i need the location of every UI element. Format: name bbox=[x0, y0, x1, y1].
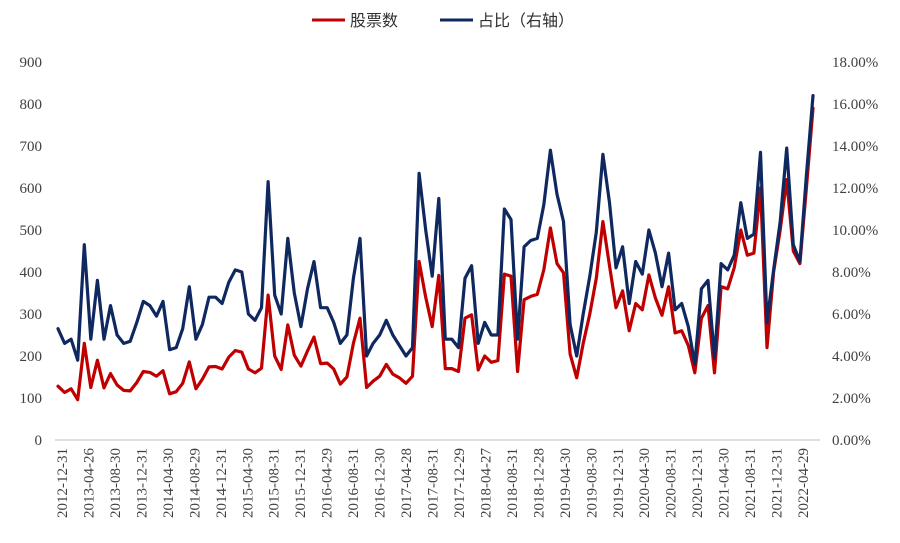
y-left-tick-label: 900 bbox=[20, 55, 43, 71]
series-line-stocks bbox=[56, 106, 815, 402]
x-tick-label: 2014-08-29 bbox=[187, 448, 203, 518]
x-tick-label: 2021-12-31 bbox=[770, 448, 786, 518]
legend-label-stocks: 股票数 bbox=[350, 11, 398, 30]
y-axis-left: 0 100 200 300 400 500 600 700 800 900 bbox=[20, 55, 43, 449]
y-right-tick-label: 2.00% bbox=[832, 391, 871, 407]
x-tick-label: 2014-04-30 bbox=[161, 448, 177, 518]
x-tick-label: 2015-12-31 bbox=[293, 448, 309, 518]
y-left-tick-label: 400 bbox=[20, 265, 43, 281]
x-tick-label: 2013-08-30 bbox=[108, 448, 124, 518]
x-tick-label: 2022-04-29 bbox=[796, 448, 812, 518]
y-right-tick-label: 4.00% bbox=[832, 349, 871, 365]
y-left-tick-label: 700 bbox=[20, 139, 43, 155]
x-tick-label: 2015-04-30 bbox=[240, 448, 256, 518]
legend: 股票数 占比（右轴） bbox=[312, 11, 574, 30]
x-tick-label: 2012-12-31 bbox=[55, 448, 71, 518]
x-tick-label: 2018-04-27 bbox=[478, 448, 494, 518]
y-right-tick-label: 8.00% bbox=[832, 265, 871, 281]
y-left-tick-label: 100 bbox=[20, 391, 43, 407]
x-tick-label: 2015-08-31 bbox=[267, 448, 283, 518]
x-tick-label: 2018-08-31 bbox=[505, 448, 521, 518]
x-tick-label: 2017-08-31 bbox=[426, 448, 442, 518]
x-tick-label: 2016-08-31 bbox=[346, 448, 362, 518]
y-right-tick-label: 10.00% bbox=[832, 223, 878, 239]
x-tick-label: 2020-08-31 bbox=[664, 448, 680, 518]
y-left-tick-label: 200 bbox=[20, 349, 43, 365]
x-tick-label: 2019-04-30 bbox=[558, 448, 574, 518]
x-tick-label: 2017-04-28 bbox=[399, 448, 415, 518]
legend-label-ratio: 占比（右轴） bbox=[478, 11, 574, 30]
y-axis-right: 0.00% 2.00% 4.00% 6.00% 8.00% 10.00% 12.00% 14.… bbox=[832, 55, 878, 449]
series-layer bbox=[56, 93, 815, 402]
x-tick-label: 2021-04-30 bbox=[717, 448, 733, 518]
x-tick-label: 2016-04-29 bbox=[320, 448, 336, 518]
x-axis: 2012-12-31 2013-04-26 2013-08-30 2013-12-31… bbox=[55, 448, 812, 518]
series-line-ratio bbox=[56, 93, 815, 366]
y-left-tick-label: 600 bbox=[20, 181, 43, 197]
y-right-tick-label: 6.00% bbox=[832, 307, 871, 323]
x-tick-label: 2019-08-30 bbox=[584, 448, 600, 518]
x-tick-label: 2013-12-31 bbox=[134, 448, 150, 518]
x-tick-label: 2016-12-30 bbox=[373, 448, 389, 518]
y-right-tick-label: 0.00% bbox=[832, 433, 871, 449]
x-tick-label: 2013-04-26 bbox=[81, 448, 97, 518]
y-left-tick-label: 0 bbox=[35, 433, 43, 449]
y-right-tick-label: 14.00% bbox=[832, 139, 878, 155]
x-tick-label: 2014-12-31 bbox=[214, 448, 230, 518]
y-left-tick-label: 300 bbox=[20, 307, 43, 323]
x-tick-label: 2018-12-28 bbox=[531, 448, 547, 518]
y-right-tick-label: 18.00% bbox=[832, 55, 878, 71]
y-right-tick-label: 16.00% bbox=[832, 97, 878, 113]
x-tick-label: 2020-04-30 bbox=[637, 448, 653, 518]
y-left-tick-label: 800 bbox=[20, 97, 43, 113]
x-tick-label: 2019-12-31 bbox=[611, 448, 627, 518]
x-tick-label: 2021-08-31 bbox=[743, 448, 759, 518]
x-tick-label: 2017-12-29 bbox=[452, 448, 468, 518]
x-tick-label: 2020-12-31 bbox=[690, 448, 706, 518]
y-right-tick-label: 12.00% bbox=[832, 181, 878, 197]
y-left-tick-label: 500 bbox=[20, 223, 43, 239]
